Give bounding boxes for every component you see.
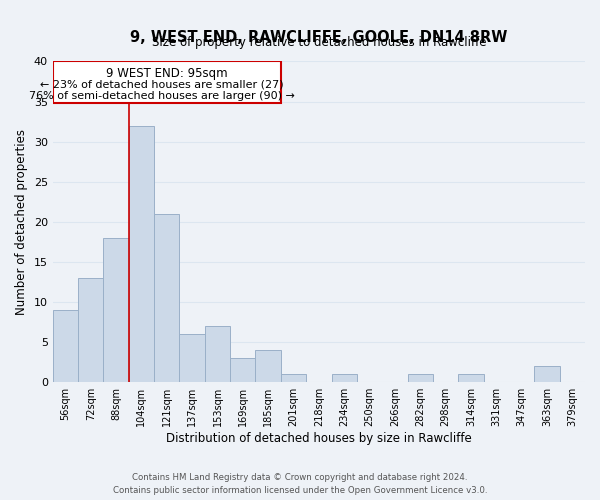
- Text: Contains HM Land Registry data © Crown copyright and database right 2024.
Contai: Contains HM Land Registry data © Crown c…: [113, 473, 487, 495]
- Y-axis label: Number of detached properties: Number of detached properties: [15, 129, 28, 315]
- Bar: [179, 334, 205, 382]
- Bar: [230, 358, 256, 382]
- Bar: [78, 278, 103, 382]
- Bar: [53, 62, 281, 103]
- Title: 9, WEST END, RAWCLIFFE, GOOLE, DN14 8RW: 9, WEST END, RAWCLIFFE, GOOLE, DN14 8RW: [130, 30, 508, 45]
- Bar: [103, 238, 129, 382]
- Bar: [154, 214, 179, 382]
- Bar: [129, 126, 154, 382]
- Bar: [407, 374, 433, 382]
- Bar: [256, 350, 281, 382]
- Text: 9 WEST END: 95sqm: 9 WEST END: 95sqm: [106, 67, 227, 80]
- Bar: [53, 310, 78, 382]
- Bar: [458, 374, 484, 382]
- Bar: [332, 374, 357, 382]
- Text: ← 23% of detached houses are smaller (27): ← 23% of detached houses are smaller (27…: [40, 79, 284, 89]
- Text: Size of property relative to detached houses in Rawcliffe: Size of property relative to detached ho…: [152, 36, 486, 49]
- Bar: [535, 366, 560, 382]
- Text: 76% of semi-detached houses are larger (90) →: 76% of semi-detached houses are larger (…: [29, 91, 295, 101]
- Bar: [205, 326, 230, 382]
- X-axis label: Distribution of detached houses by size in Rawcliffe: Distribution of detached houses by size …: [166, 432, 472, 445]
- Bar: [281, 374, 306, 382]
